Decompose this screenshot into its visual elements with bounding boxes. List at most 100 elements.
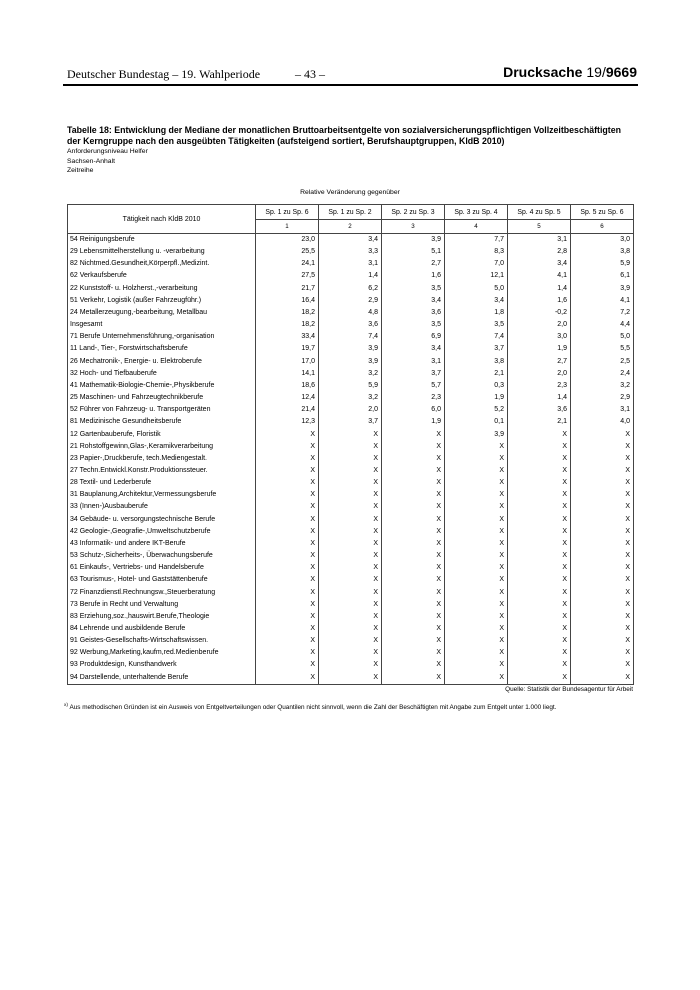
occupation-label: 62 Verkaufsberufe [67,270,256,283]
column-header-occupation: Tätigkeit nach KldB 2010 [67,204,256,234]
value-cell: 4,4 [570,319,634,332]
occupation-label: 72 Finanzdienstl.Rechnungsw.,Steuerberat… [67,586,256,599]
value-cell: X [570,464,634,478]
value-cell: X [318,513,382,526]
value-cell: X [381,598,445,611]
value-cell: X [255,477,319,490]
value-cell: X [255,574,319,587]
value-cell: 2,0 [507,367,571,380]
value-cell: X [570,623,634,636]
occupation-label: 91 Geistes-Gesellschafts-Wirtschaftswiss… [67,635,256,648]
table-row: 23 Papier-,Druckberufe, tech.Mediengesta… [67,452,634,465]
value-cell: X [318,671,382,685]
value-cell: 6,0 [381,404,445,417]
page-number: – 43 – [295,67,325,81]
value-cell: X [444,550,508,563]
value-cell: 18,6 [255,379,319,393]
value-cell: X [444,671,508,685]
value-cell: 6,9 [381,331,445,344]
value-cell: X [570,659,634,672]
occupation-label: 52 Führer von Fahrzeug- u. Transportgerä… [67,404,256,417]
table-row: 34 Gebäude- u. versorgungstechnische Ber… [67,513,634,526]
value-cell: X [507,598,571,611]
value-cell: X [381,477,445,490]
value-cell: X [507,659,571,672]
value-cell: 5,2 [444,404,508,417]
value-cell: X [570,574,634,587]
value-cell: 12,1 [444,270,508,283]
occupation-label: 94 Darstellende, unterhaltende Berufe [67,671,256,685]
value-cell: X [381,525,445,538]
value-cell: X [444,647,508,660]
occupation-label: 54 Reinigungsberufe [67,233,256,247]
page-header-left: Deutscher Bundestag – 19. Wahlperiode [67,67,261,81]
doc-label: Drucksache [503,64,587,80]
table-caption: Relative Veränderung gegenüber [300,189,400,196]
column-number-3: 3 [381,219,445,234]
value-cell: X [318,428,382,441]
value-cell: X [570,586,634,599]
value-cell: 2,8 [507,246,571,259]
column-number-2: 2 [318,219,382,234]
value-cell: 3,6 [318,319,382,332]
value-cell: X [381,647,445,660]
column-header-sp1-2: Sp. 1 zu Sp. 2 [318,204,382,220]
value-cell: X [507,550,571,563]
value-cell: X [318,586,382,599]
value-cell: 2,1 [507,416,571,429]
occupation-label: 73 Berufe in Recht und Verwaltung [67,598,256,611]
value-cell: X [444,562,508,575]
table-row: 22 Kunststoff- u. Holzherst.,-verarbeitu… [67,282,634,295]
value-cell: X [507,525,571,538]
value-cell: 6,1 [570,270,634,283]
table-row: 21 Rohstoffgewinn,Glas-,Keramikverarbeit… [67,440,634,453]
table-row: 73 Berufe in Recht und Verwaltung X X X X X X [67,598,634,611]
value-cell: X [381,513,445,526]
value-cell: X [255,562,319,575]
value-cell: 3,4 [381,294,445,307]
value-cell: X [318,489,382,502]
column-header-sp1-6: Sp. 1 zu Sp. 6 [255,204,319,220]
table-row: 71 Berufe Unternehmensführung,-organisat… [67,331,634,344]
value-cell: 33,4 [255,331,319,344]
value-cell: 3,4 [318,233,382,247]
value-cell: X [507,489,571,502]
value-cell: 3,3 [318,246,382,259]
value-cell: X [255,489,319,502]
table-row: 94 Darstellende, unterhaltende Berufe X X X… [67,671,634,685]
value-cell: X [444,659,508,672]
table-row: 26 Mechatronik-, Energie- u. Elektroberu… [67,355,634,368]
occupation-label: 21 Rohstoffgewinn,Glas-,Keramikverarbeit… [67,440,256,453]
column-header-sp3-4: Sp. 3 zu Sp. 4 [444,204,508,220]
table-row: 92 Werbung,Marketing,kaufm,red.Medienber… [67,647,634,660]
table-head: Tätigkeit nach KldB 2010 Sp. 1 zu Sp. 6 … [67,204,634,234]
value-cell: 12,4 [255,392,319,405]
value-cell: 2,4 [570,367,634,380]
value-cell: X [381,550,445,563]
value-cell: 16,4 [255,294,319,307]
value-cell: 3,9 [381,233,445,247]
value-cell: X [318,525,382,538]
value-cell: X [507,623,571,636]
value-cell: -0,2 [507,306,571,320]
occupation-label: 71 Berufe Unternehmensführung,-organisat… [67,331,256,344]
table-row: 51 Verkehr, Logistik (außer Fahrzeugführ… [67,294,634,307]
value-cell: X [318,537,382,551]
value-cell: X [381,635,445,648]
value-cell: X [570,635,634,648]
table-row: 61 Einkaufs-, Vertriebs- und Handelsberu… [67,562,634,575]
value-cell: X [444,513,508,526]
occupation-label: 33 (Innen-)Ausbauberufe [67,501,256,514]
value-cell: 1,8 [444,306,508,320]
column-number-5: 5 [507,219,571,234]
occupation-label: 53 Schutz-,Sicherheits-, Überwachungsber… [67,550,256,563]
table-body: 54 Reinigungsberufe 23,0 3,4 3,9 7,7 3,1 3,0 29… [67,233,634,685]
value-cell: 2,1 [444,367,508,380]
occupation-label: 34 Gebäude- u. versorgungstechnische Ber… [67,513,256,526]
column-header-sp2-3: Sp. 2 zu Sp. 3 [381,204,445,220]
value-cell: 4,0 [570,416,634,429]
value-cell: X [444,440,508,453]
value-cell: X [255,610,319,623]
value-cell: X [570,428,634,441]
occupation-label: 43 Informatik- und andere IKT-Berufe [67,537,256,551]
